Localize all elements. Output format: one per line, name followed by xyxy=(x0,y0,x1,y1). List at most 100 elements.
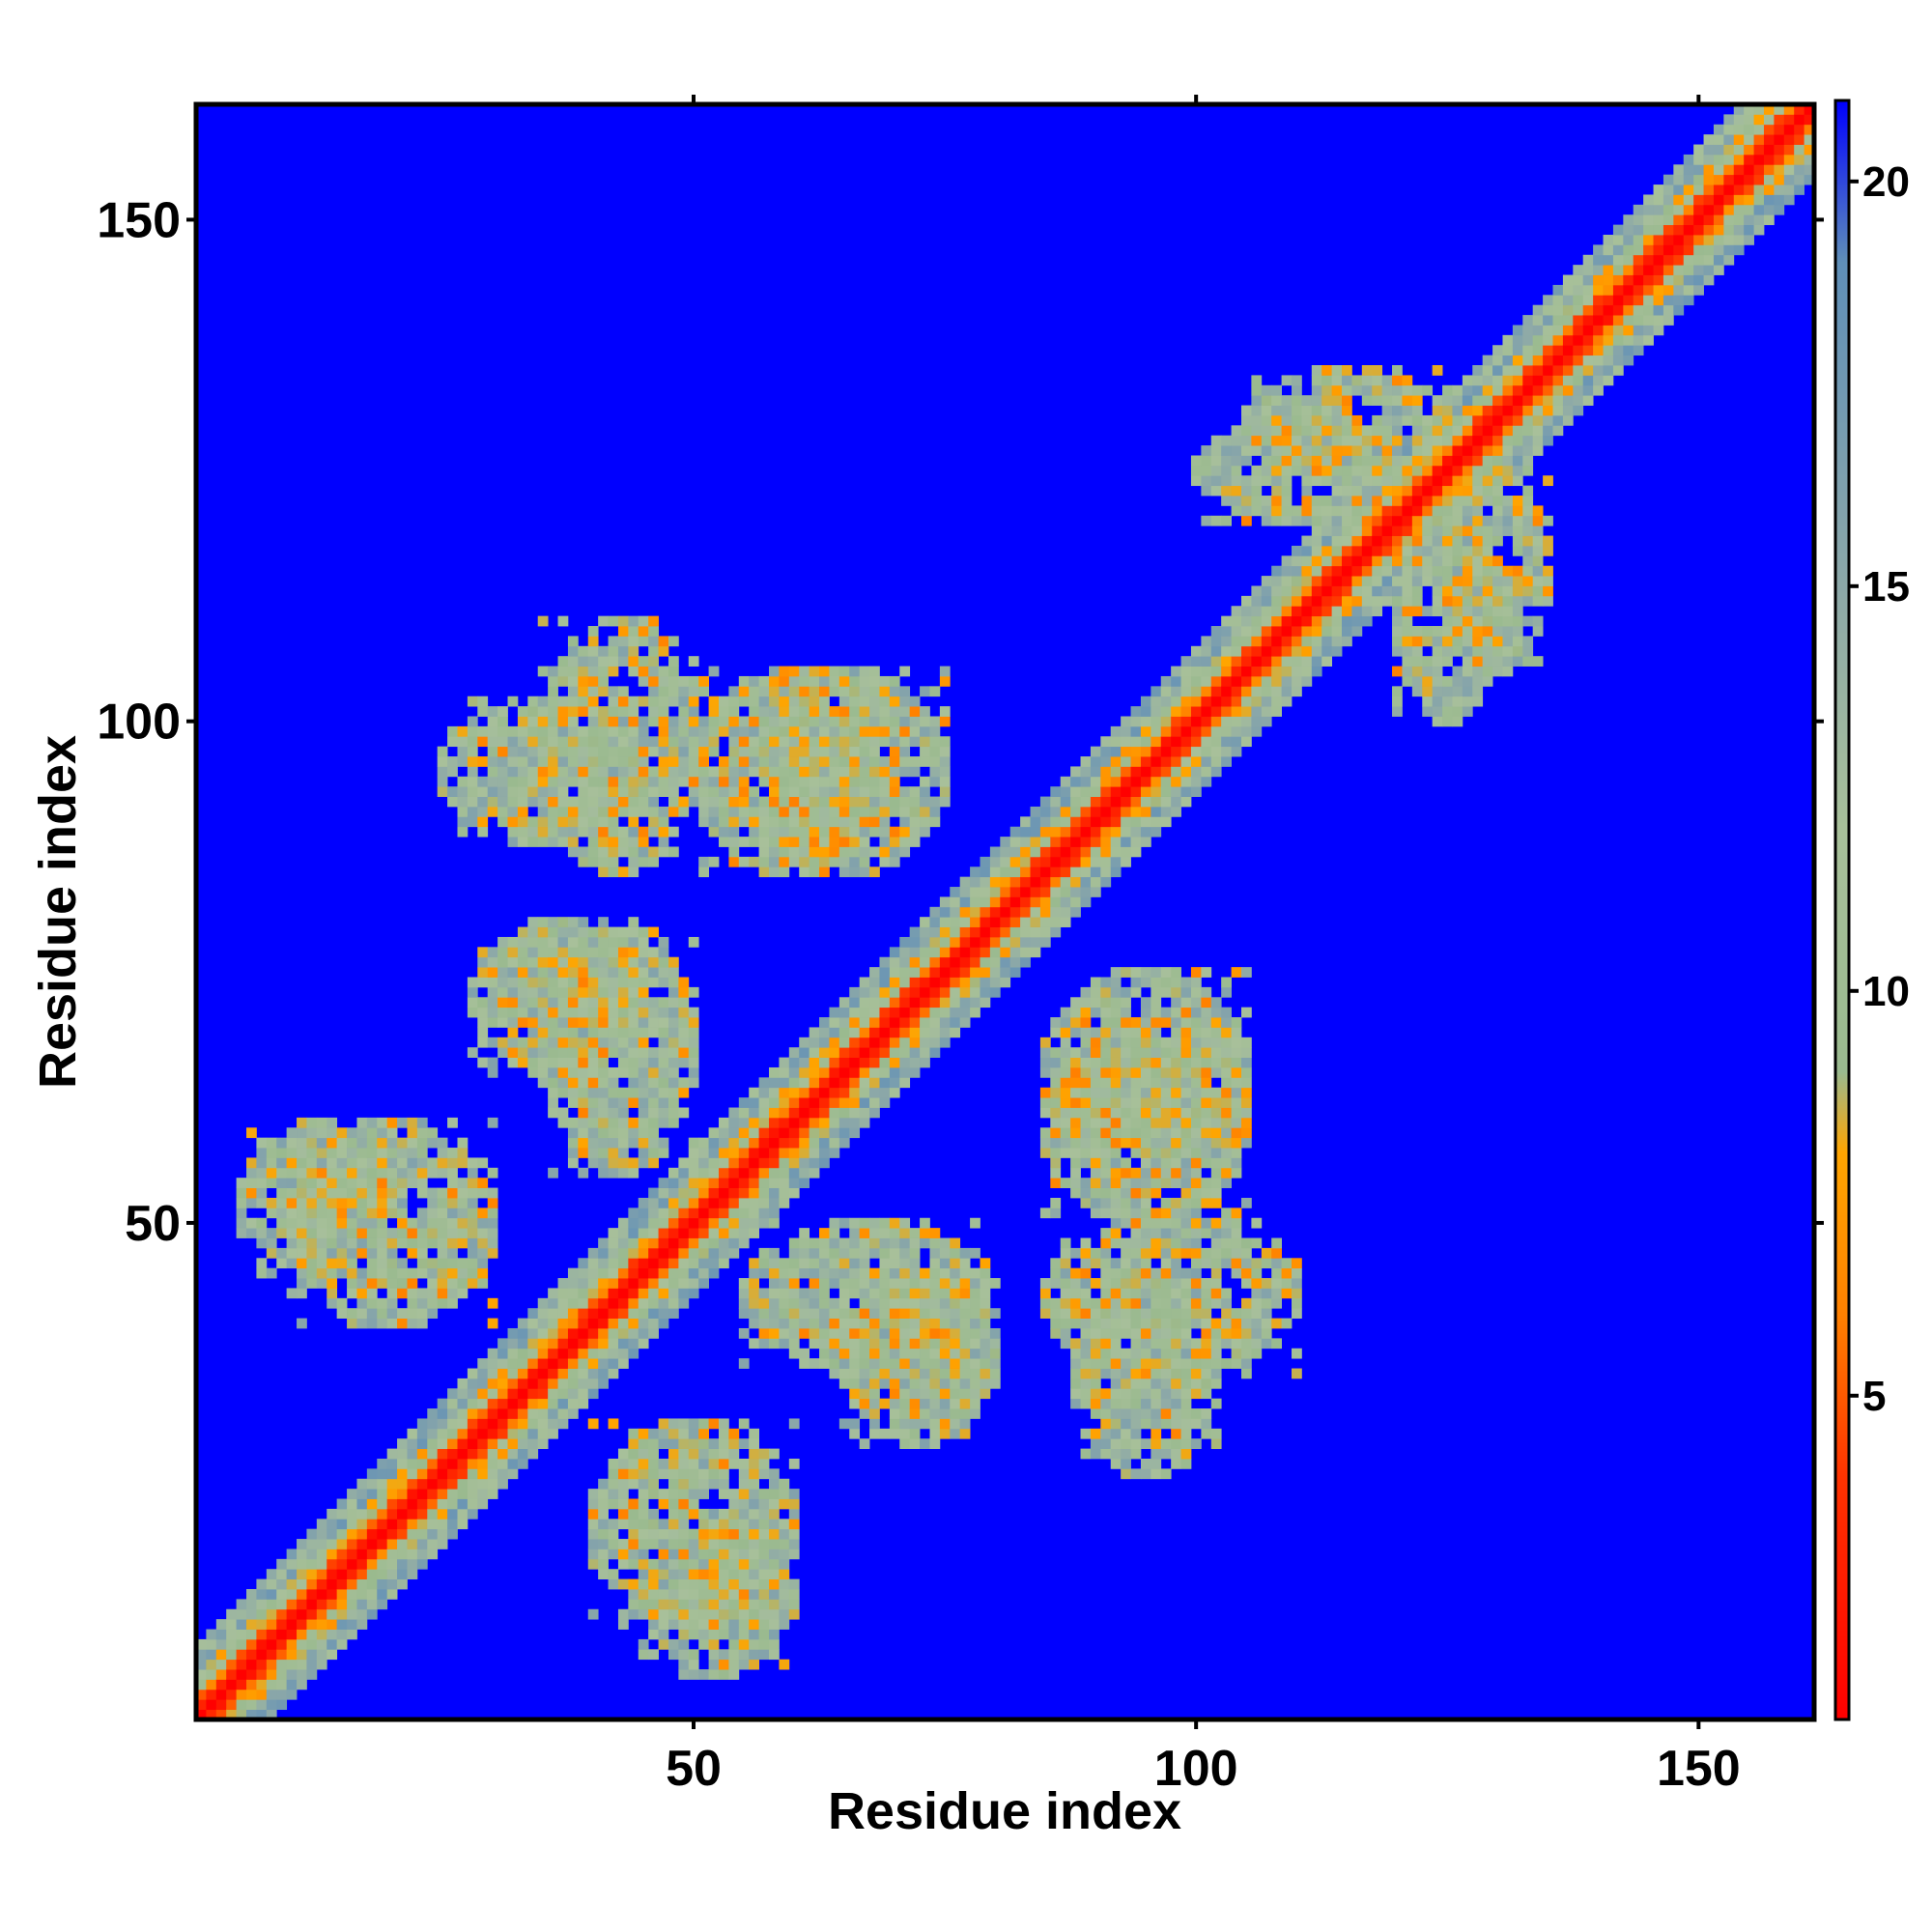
heatmap-cell xyxy=(1060,1297,1071,1309)
heatmap-cell xyxy=(1020,846,1031,858)
heatmap-cell xyxy=(567,1308,579,1319)
heatmap-cell xyxy=(638,1297,649,1309)
heatmap-cell xyxy=(617,1327,629,1339)
heatmap-cell xyxy=(557,766,569,778)
heatmap-cell xyxy=(1180,1428,1192,1439)
heatmap-cell xyxy=(869,1348,880,1359)
heatmap-cell xyxy=(407,1308,418,1319)
heatmap-cell xyxy=(628,967,639,978)
heatmap-cell xyxy=(648,636,659,647)
heatmap-cell xyxy=(598,1278,609,1289)
heatmap-cell xyxy=(1121,1217,1131,1229)
heatmap-cell xyxy=(728,1588,740,1600)
heatmap-cell xyxy=(226,1699,238,1711)
heatmap-cell xyxy=(347,1539,357,1549)
heatmap-cell xyxy=(286,1629,298,1640)
heatmap-cell xyxy=(1261,425,1272,437)
heatmap-cell xyxy=(929,1267,941,1279)
heatmap-cell xyxy=(557,786,569,797)
heatmap-cell xyxy=(477,1157,489,1169)
heatmap-cell xyxy=(617,1548,629,1560)
heatmap-cell xyxy=(598,766,609,778)
heatmap-cell xyxy=(648,956,659,968)
heatmap-cell xyxy=(617,736,629,748)
heatmap-cell xyxy=(648,1619,659,1630)
heatmap-cell xyxy=(548,947,558,958)
heatmap-cell xyxy=(809,1047,820,1058)
heatmap-cell xyxy=(779,686,790,697)
heatmap-cell xyxy=(1121,1117,1131,1128)
heatmap-cell xyxy=(869,1007,880,1018)
heatmap-cell xyxy=(989,956,1001,968)
heatmap-cell xyxy=(970,1288,980,1299)
heatmap-cell xyxy=(617,1037,629,1048)
heatmap-cell xyxy=(477,997,489,1009)
heatmap-cell xyxy=(1221,496,1232,506)
heatmap-cell xyxy=(758,1318,770,1329)
heatmap-cell xyxy=(427,1288,439,1299)
heatmap-cell xyxy=(578,1097,589,1108)
heatmap-cell xyxy=(447,1528,458,1540)
heatmap-cell xyxy=(819,1017,830,1028)
heatmap-cell xyxy=(838,736,850,748)
heatmap-cell xyxy=(236,1208,247,1219)
heatmap-cell xyxy=(1151,1107,1162,1119)
heatmap-cell xyxy=(638,856,649,867)
heatmap-cell xyxy=(1190,1017,1202,1028)
heatmap-cell xyxy=(849,1308,861,1319)
heatmap-cell xyxy=(1140,786,1151,797)
heatmap-cell xyxy=(829,796,840,808)
heatmap-cell xyxy=(366,1117,378,1128)
heatmap-cell xyxy=(1039,1288,1051,1299)
heatmap-cell xyxy=(427,1519,439,1530)
heatmap-cell xyxy=(708,1519,720,1530)
heatmap-cell xyxy=(497,1428,508,1439)
heatmap-cell xyxy=(397,1468,408,1480)
heatmap-cell xyxy=(929,1318,941,1329)
heatmap-cell xyxy=(658,1267,669,1279)
heatmap-cell xyxy=(1020,896,1031,908)
heatmap-cell xyxy=(617,986,629,998)
heatmap-cell xyxy=(1251,384,1263,396)
heatmap-cell xyxy=(809,1148,820,1158)
heatmap-cell xyxy=(939,917,951,927)
heatmap-cell xyxy=(929,806,941,817)
heatmap-cell xyxy=(1171,967,1181,978)
heatmap-cell xyxy=(1080,986,1092,998)
heatmap-cell xyxy=(598,1358,609,1369)
heatmap-cell xyxy=(909,997,921,1009)
heatmap-cell xyxy=(1080,1047,1092,1058)
heatmap-cell xyxy=(899,1398,911,1409)
heatmap-cell xyxy=(758,1107,770,1119)
heatmap-cell xyxy=(1080,876,1092,888)
heatmap-cell xyxy=(1050,917,1062,927)
heatmap-cell xyxy=(738,1278,750,1289)
heatmap-cell xyxy=(598,1548,609,1560)
heatmap-cell xyxy=(497,725,508,737)
heatmap-cell xyxy=(658,1178,669,1188)
heatmap-cell xyxy=(487,1408,498,1419)
heatmap-cell xyxy=(1070,1117,1081,1128)
heatmap-cell xyxy=(527,1438,539,1450)
heatmap-cell xyxy=(819,837,830,847)
heatmap-cell xyxy=(838,1318,850,1329)
heatmap-cell xyxy=(809,867,820,878)
heatmap-cell xyxy=(537,917,549,927)
heatmap-cell xyxy=(1090,1208,1101,1219)
heatmap-cell xyxy=(939,766,951,778)
heatmap-cell xyxy=(1050,1057,1062,1068)
heatmap-cell xyxy=(1140,766,1151,778)
heatmap-cell xyxy=(1140,1077,1151,1089)
heatmap-cell xyxy=(306,1217,318,1229)
heatmap-cell xyxy=(658,1528,669,1540)
heatmap-cell xyxy=(356,1297,368,1309)
heatmap-cell xyxy=(859,706,870,717)
heatmap-cell xyxy=(407,1489,418,1499)
heatmap-cell xyxy=(1121,1037,1131,1048)
heatmap-cell xyxy=(1009,956,1021,968)
heatmap-cell xyxy=(859,1066,870,1078)
heatmap-cell xyxy=(608,1037,619,1048)
heatmap-cell xyxy=(1140,1127,1151,1139)
heatmap-cell xyxy=(1070,1348,1081,1359)
heatmap-cell xyxy=(1210,1057,1222,1068)
